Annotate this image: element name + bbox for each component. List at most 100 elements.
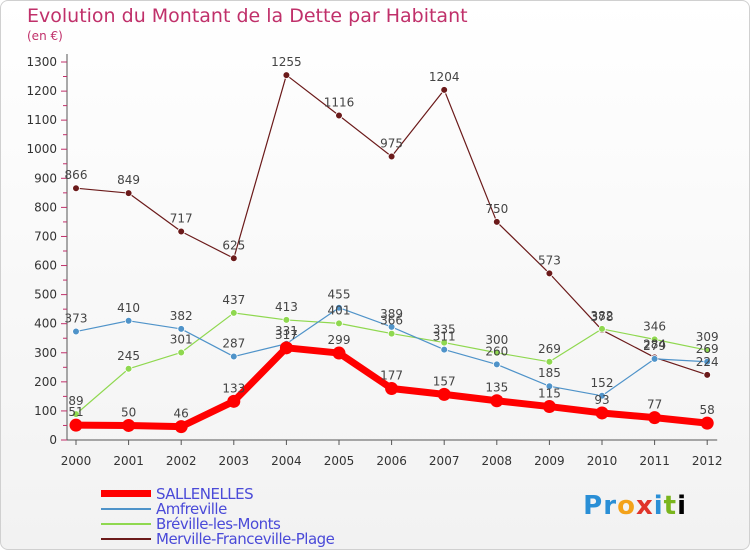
data-point [124,316,133,325]
data-label: 284 [643,337,666,351]
data-point [437,387,451,401]
data-label: 115 [538,387,561,401]
data-point [177,348,186,357]
data-label: 625 [222,238,245,252]
legend-label: SALLENELLES [156,485,254,503]
data-label: 401 [328,303,351,317]
x-tick-label: 2008 [482,454,513,468]
data-label: 382 [170,309,193,323]
data-label: 269 [696,342,719,356]
logo-letter: i [653,491,664,521]
data-point [230,352,238,361]
x-tick-label: 2004 [271,454,302,468]
x-tick-label: 2012 [692,454,723,468]
data-point [492,218,501,226]
y-tick-label: 500 [34,288,57,302]
data-point [69,418,83,432]
data-point [545,357,554,366]
data-point [387,329,396,338]
y-tick-label: 600 [34,259,57,273]
data-point [124,189,133,197]
data-label: 437 [222,293,245,307]
x-tick-label: 2002 [166,454,197,468]
data-point [703,357,711,366]
x-tick-label: 2009 [534,454,565,468]
data-point [598,325,606,333]
chart-legend: SALLENELLES Amfreville Bréville-les-Monts M… [101,485,421,548]
data-point [72,410,80,418]
data-label: 573 [538,253,561,267]
data-point [385,382,399,396]
logo-letter: o [617,491,636,521]
data-label: 133 [222,381,245,395]
data-point [124,364,133,373]
data-label: 1204 [429,70,460,84]
data-point [650,355,659,363]
data-point [72,327,80,336]
legend-label: Merville-Franceville-Plage [156,530,335,548]
data-point [177,227,186,236]
data-label: 311 [433,330,456,344]
data-point [332,346,346,360]
data-point [492,360,501,369]
data-label: 373 [65,312,88,326]
data-label: 299 [328,333,351,347]
y-tick-label: 1300 [26,55,57,69]
data-point [174,420,188,434]
y-tick-label: 900 [34,171,57,185]
y-tick-label: 1200 [26,84,57,98]
data-label: 717 [170,212,193,226]
y-tick-label: 200 [34,375,57,389]
logo-letter: i [677,491,687,521]
x-tick-label: 2000 [61,454,92,468]
data-label: 335 [433,323,456,337]
data-label: 975 [380,137,403,151]
legend-swatch [101,490,151,497]
data-label: 1116 [324,96,355,110]
data-label: 279 [643,339,666,353]
y-tick-label: 1000 [26,142,57,156]
data-point [595,406,609,420]
data-label: 89 [68,394,83,408]
data-label: 77 [647,398,662,412]
x-tick-label: 2011 [639,454,670,468]
data-point [335,319,343,328]
data-point [703,346,711,354]
data-point [650,335,659,344]
data-label: 46 [174,407,189,421]
y-tick-label: 700 [34,229,57,243]
data-label: 93 [594,393,609,407]
data-point [492,348,501,357]
data-label: 455 [328,288,351,302]
y-tick-label: 300 [34,346,57,360]
data-label: 300 [485,333,508,347]
legend-swatch [101,508,151,510]
data-label: 269 [538,342,561,356]
data-point [282,316,291,324]
logo-letter: P [583,491,604,521]
legend-item: Bréville-les-Monts [101,515,421,533]
data-label: 382 [591,309,614,323]
data-point [335,111,343,120]
data-point [122,418,136,432]
data-point [279,341,293,355]
data-label: 346 [643,319,666,333]
data-label: 849 [117,173,140,187]
data-point [227,394,241,408]
x-tick-label: 2006 [376,454,407,468]
data-label: 152 [591,376,614,390]
data-label: 185 [538,366,561,380]
data-label: 135 [485,381,508,395]
data-point [282,71,291,79]
data-point [230,254,238,263]
legend-swatch [101,538,151,540]
data-label: 410 [117,301,140,315]
proxiti-logo: Proxiti [583,491,687,521]
data-label: 260 [485,344,508,358]
data-point [598,392,606,400]
data-point [72,184,80,192]
x-tick-label: 2003 [219,454,250,468]
data-label: 1255 [271,55,302,69]
data-label: 413 [275,300,298,314]
